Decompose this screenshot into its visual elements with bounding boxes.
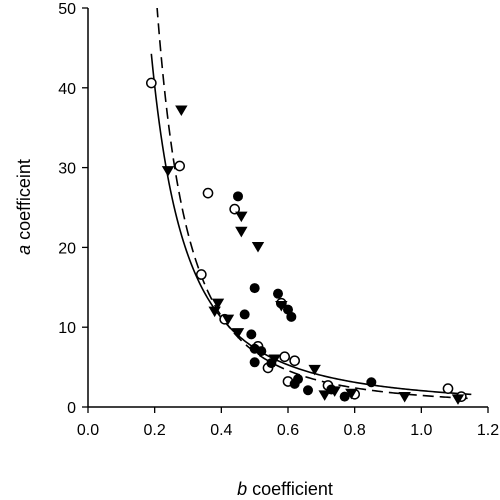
triangle-point bbox=[161, 166, 175, 177]
open-circle-point bbox=[174, 160, 186, 172]
filled-circle-point bbox=[246, 329, 257, 340]
data-points bbox=[145, 77, 467, 405]
triangle-point bbox=[211, 298, 225, 310]
y-axis-title: a coefficeint bbox=[14, 159, 34, 255]
filled-circle-point bbox=[273, 288, 283, 299]
open-circle-point bbox=[145, 77, 157, 89]
triangle-point bbox=[308, 364, 321, 376]
x-tick-label: 1.2 bbox=[477, 422, 499, 439]
triangle-point bbox=[451, 394, 465, 405]
x-tick-label: 0.6 bbox=[277, 422, 299, 439]
open-circle-point bbox=[229, 203, 241, 215]
triangle-point bbox=[221, 314, 235, 326]
open-circle-point bbox=[442, 383, 454, 394]
triangle-point bbox=[398, 391, 411, 403]
triangle-point bbox=[318, 390, 331, 401]
filled-circle-point bbox=[286, 311, 297, 322]
tick-labels: 0.0 0.2 0.4 0.6 0.8 1.0 1.2 0 10 20 30 40 50 bbox=[58, 1, 499, 439]
filled-circle-point bbox=[249, 283, 260, 294]
axes bbox=[82, 7, 489, 413]
x-tick-label: 0.4 bbox=[210, 422, 232, 439]
filled-circle-point bbox=[256, 346, 267, 357]
x-axis-title: b coefficient bbox=[237, 479, 333, 499]
solid-fit-curve bbox=[150, 53, 472, 396]
triangle-point bbox=[235, 226, 248, 238]
triangle-point bbox=[328, 386, 341, 397]
dashed-fit-curve bbox=[156, 8, 472, 400]
open-circle-point bbox=[202, 187, 214, 199]
fit-curves bbox=[150, 8, 472, 400]
triangle-point bbox=[268, 354, 281, 366]
triangle-point bbox=[345, 388, 358, 400]
x-axis-title-text: coefficient bbox=[247, 479, 333, 499]
x-tick-label: 0.2 bbox=[144, 422, 166, 439]
triangle-point bbox=[235, 211, 248, 223]
x-tick-label: 0.0 bbox=[77, 422, 99, 439]
y-tick-label: 10 bbox=[58, 320, 76, 337]
x-tick-label: 1.0 bbox=[410, 422, 432, 439]
y-tick-label: 0 bbox=[67, 400, 76, 417]
open-circle-point bbox=[279, 351, 291, 363]
open-circle-point bbox=[195, 269, 207, 280]
triangle-point bbox=[275, 301, 288, 312]
filled-circle-point bbox=[249, 357, 260, 368]
y-tick-label: 30 bbox=[58, 161, 76, 178]
y-tick-label: 50 bbox=[58, 1, 76, 18]
filled-circle-point bbox=[303, 385, 313, 396]
filled-circle-point bbox=[239, 309, 250, 320]
triangle-point bbox=[251, 241, 265, 253]
y-tick-label: 20 bbox=[58, 240, 76, 257]
open-circle-point bbox=[289, 355, 301, 367]
y-axis-title-text: coefficeint bbox=[14, 159, 34, 245]
filled-circle-point bbox=[233, 191, 243, 202]
x-axis-title-variable: b bbox=[237, 479, 247, 499]
triangle-point bbox=[175, 105, 188, 117]
x-tick-label: 0.8 bbox=[344, 422, 366, 439]
filled-circle-point bbox=[366, 377, 377, 388]
filled-circle-point bbox=[339, 391, 350, 402]
y-axis-title-variable: a bbox=[14, 245, 34, 255]
filled-circle-point bbox=[289, 378, 300, 389]
triangle-point bbox=[208, 306, 221, 318]
triangle-point bbox=[231, 328, 245, 339]
y-tick-label: 40 bbox=[58, 81, 76, 98]
